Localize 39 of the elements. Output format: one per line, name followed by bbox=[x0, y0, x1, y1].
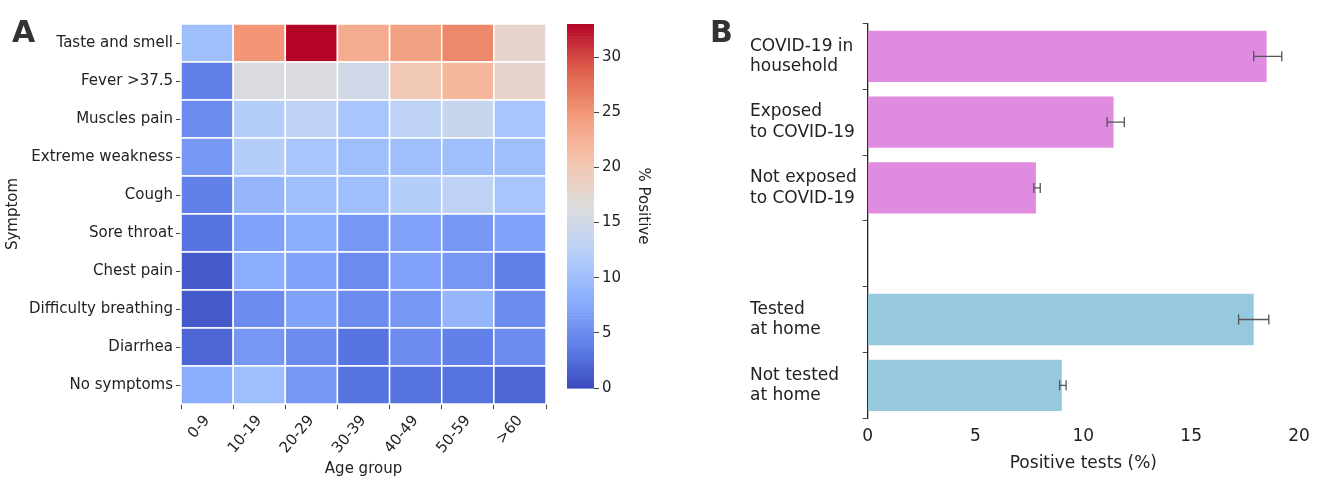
y-tick-label: Chest pain bbox=[92, 260, 174, 279]
y-tick-label: Taste and smell bbox=[55, 32, 174, 51]
bar bbox=[867, 96, 1114, 148]
color-bar-label: 0 bbox=[602, 377, 612, 396]
color-bar-title: % Positive bbox=[635, 167, 654, 245]
x-tick-label: 0-9 bbox=[183, 411, 214, 442]
y-tick-label: Tested at home bbox=[749, 297, 821, 339]
y-tick-label: No symptoms bbox=[69, 374, 174, 393]
y-tick-label: Sore throat bbox=[89, 222, 174, 241]
y-tick-label: Not exposed to COVID-19 bbox=[750, 166, 857, 207]
y-tick-label: Fever >37.5 bbox=[80, 70, 174, 89]
y-axis-title: Symptom bbox=[2, 177, 21, 251]
y-tick-label: Cough bbox=[124, 184, 174, 203]
x-tick-label: 0 bbox=[862, 424, 874, 445]
y-tick-label: COVID-19 in household bbox=[750, 34, 854, 75]
color-bar-label: 10 bbox=[602, 267, 622, 286]
y-tick-label: Muscles pain bbox=[76, 108, 174, 127]
x-tick-label: 5 bbox=[970, 424, 981, 445]
color-bar-label: 5 bbox=[602, 322, 612, 341]
bar bbox=[867, 359, 1062, 411]
bar bbox=[867, 30, 1267, 82]
color-bar-label: 15 bbox=[602, 212, 622, 231]
y-tick-label: Exposed to COVID-19 bbox=[750, 100, 855, 141]
y-tick-label: Not tested at home bbox=[750, 363, 840, 404]
x-axis-title: Positive tests (%) bbox=[1009, 452, 1157, 473]
x-axis-title: Age group bbox=[324, 458, 403, 477]
x-tick-label: 20 bbox=[1288, 424, 1310, 445]
y-tick-label: Extreme weakness bbox=[31, 146, 174, 165]
x-tick-label: 10 bbox=[1072, 424, 1095, 445]
bar bbox=[867, 293, 1254, 346]
x-tick-label: 15 bbox=[1180, 424, 1202, 445]
color-bar-label: 25 bbox=[602, 102, 622, 121]
color-bar-label: 30 bbox=[602, 46, 622, 65]
y-tick-label: Diarrhea bbox=[108, 336, 174, 355]
chart-title: A bbox=[12, 14, 36, 49]
y-tick-label: Difficulty breathing bbox=[29, 298, 174, 317]
color-bar-label: 20 bbox=[602, 157, 622, 176]
chart-title: B bbox=[710, 14, 733, 49]
bar bbox=[867, 162, 1036, 214]
